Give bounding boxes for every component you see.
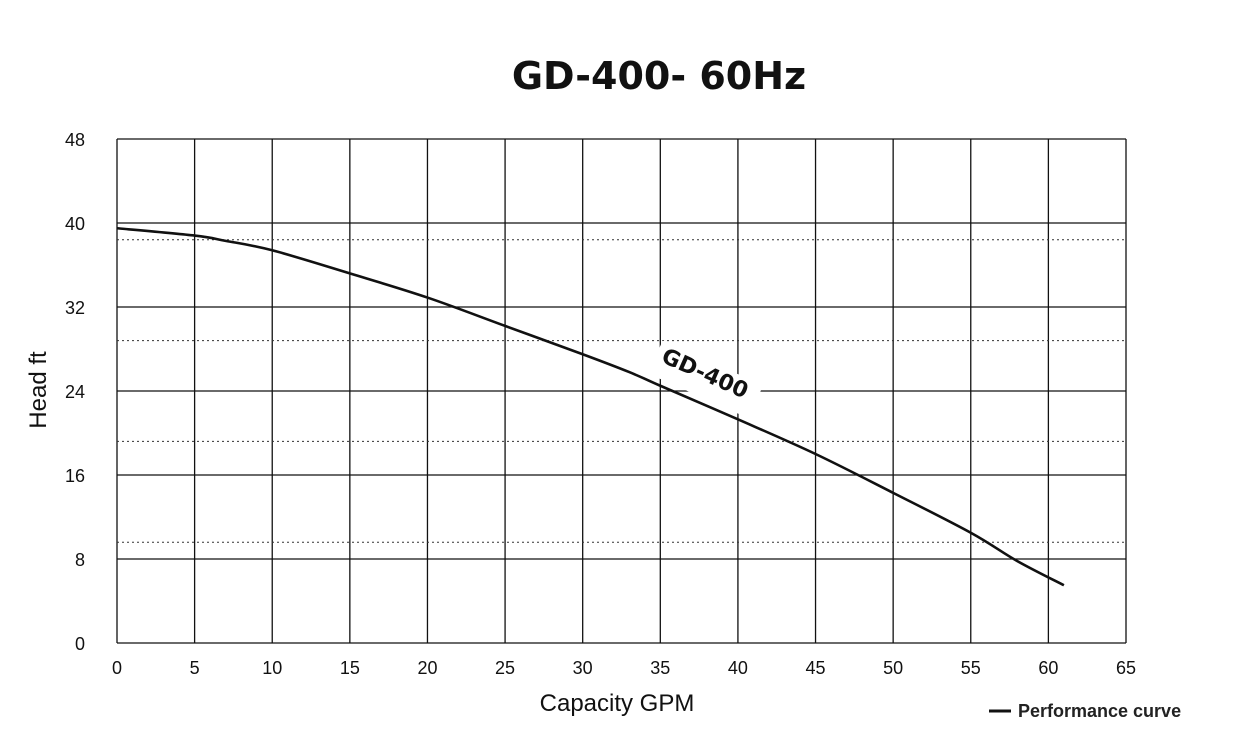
x-tick-label: 5 bbox=[190, 658, 200, 678]
y-tick-label: 32 bbox=[65, 298, 85, 318]
x-tick-label: 30 bbox=[573, 658, 593, 678]
legend: Performance curve bbox=[989, 701, 1181, 721]
y-axis-label: Head ft bbox=[25, 351, 52, 429]
y-tick-label: 8 bbox=[75, 550, 85, 570]
x-tick-label: 65 bbox=[1116, 658, 1136, 678]
x-tick-label: 10 bbox=[262, 658, 282, 678]
x-tick-label: 60 bbox=[1038, 658, 1058, 678]
x-tick-label: 40 bbox=[728, 658, 748, 678]
chart-title: GD-400- 60Hz bbox=[512, 54, 806, 98]
y-tick-label: 24 bbox=[65, 382, 85, 402]
y-tick-label: 48 bbox=[65, 130, 85, 150]
y-tick-label: 16 bbox=[65, 466, 85, 486]
grid bbox=[116, 138, 1127, 644]
x-tick-label: 20 bbox=[417, 658, 437, 678]
series-line bbox=[116, 226, 1065, 587]
y-tick-label: 0 bbox=[75, 634, 85, 654]
x-tick-label: 35 bbox=[650, 658, 670, 678]
series-label-background bbox=[647, 340, 764, 419]
x-axis-label: Capacity GPM bbox=[540, 690, 695, 717]
y-tick-label: 40 bbox=[65, 214, 85, 234]
x-tick-label: 0 bbox=[112, 658, 122, 678]
x-tick-label: 45 bbox=[806, 658, 826, 678]
minor-grid bbox=[117, 239, 1126, 543]
x-tick-label: 55 bbox=[961, 658, 981, 678]
x-tick-label: 15 bbox=[340, 658, 360, 678]
x-tick-label: 25 bbox=[495, 658, 515, 678]
x-tick-labels: 0 5 10 15 20 25 30 35 40 45 50 55 60 65 bbox=[112, 658, 1136, 678]
y-tick-labels: 0 8 16 24 32 40 48 bbox=[65, 130, 85, 654]
legend-label: Performance curve bbox=[1018, 701, 1181, 721]
series-layer: GD-400 bbox=[116, 226, 1065, 587]
x-tick-label: 50 bbox=[883, 658, 903, 678]
